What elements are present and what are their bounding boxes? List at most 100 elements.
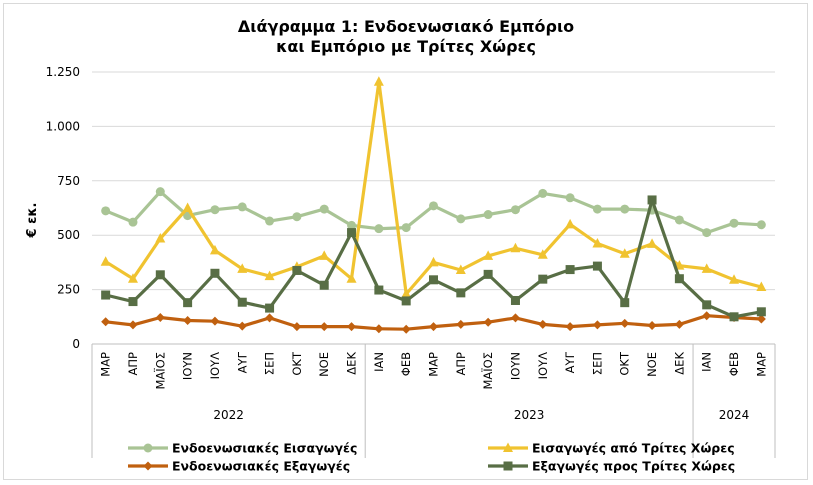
data-point (674, 319, 684, 329)
x-tick-label: ΣΕΠ (263, 352, 277, 375)
data-point (483, 317, 493, 327)
data-point (483, 269, 493, 279)
x-tick-label: ΑΠΡ (454, 352, 468, 376)
data-point (428, 256, 439, 267)
data-point (503, 442, 513, 452)
data-point (429, 201, 438, 211)
x-tick-label: ΝΟΕ (645, 352, 659, 377)
data-point (347, 220, 357, 230)
data-point (319, 280, 329, 290)
data-point (702, 300, 712, 310)
series (101, 311, 766, 334)
data-point (210, 205, 220, 215)
data-point (592, 320, 602, 330)
x-tick-label: ΝΟΕ (317, 352, 331, 377)
data-point (237, 263, 248, 273)
x-tick-label: ΙΟΥΝ (181, 352, 195, 380)
series (100, 76, 767, 298)
y-tick-label: 1.250 (46, 65, 80, 79)
x-tick-label: ΙΑΝ (700, 352, 714, 372)
data-point (729, 312, 739, 322)
data-point (592, 204, 602, 214)
data-point (155, 312, 165, 322)
x-tick-label: ΑΥΓ (235, 351, 249, 373)
data-point (538, 188, 548, 198)
data-point (183, 298, 193, 308)
data-point (374, 285, 384, 295)
data-point (373, 76, 384, 86)
data-point (237, 297, 247, 307)
data-point (429, 322, 438, 332)
data-point (183, 315, 193, 325)
line-chart: Διάγραμμα 1: Ενδοενωσιακό Εμπόριο και Εμ… (25, 17, 776, 474)
data-point (319, 204, 329, 214)
data-point (592, 237, 603, 248)
y-tick-label: 500 (57, 228, 80, 242)
data-point (155, 232, 166, 243)
legend-item: Εισαγωγές από Τρίτες Χώρες (488, 441, 735, 456)
series-group (100, 76, 767, 334)
x-tick-label: ΙΟΥΝ (508, 352, 522, 380)
data-point (565, 322, 575, 332)
data-point (756, 281, 767, 291)
data-point (210, 268, 220, 278)
x-tick-label: ΣΕΠ (590, 352, 604, 375)
data-point (565, 193, 575, 203)
data-point (620, 298, 630, 308)
data-point (346, 273, 357, 283)
data-point (455, 264, 466, 275)
x-tick-label: ΑΠΡ (126, 352, 140, 376)
x-tick-label: ΜΑΡ (754, 352, 768, 377)
x-axis: ΜΑΡ ΑΠΡ ΜΑΪΟΣ ΙΟΥΝ ΙΟΥΛ ΑΥΓ ΣΕΠ ΟΚΤ ΝΟΕ ΔΕΚ ΙΑΝ ΦΕΒ… (91, 344, 776, 458)
data-point (292, 212, 302, 222)
data-point (143, 443, 153, 453)
data-point (619, 248, 630, 258)
data-point (292, 322, 302, 332)
data-point (756, 314, 766, 324)
y-tick-labels: 0 250 500 750 1.000 1.250 (46, 65, 80, 351)
data-point (401, 324, 411, 334)
x-tick-label: ΦΕΒ (727, 352, 741, 376)
data-point (456, 214, 466, 224)
data-point (101, 290, 111, 300)
data-point (756, 307, 766, 317)
y-tick-label: 750 (57, 174, 80, 188)
data-point (237, 321, 247, 331)
data-point (265, 303, 275, 313)
x-tick-label: ΟΚΤ (290, 351, 304, 376)
data-point (756, 220, 766, 230)
legend-label: Ενδοενωσιακές Εξαγωγές (172, 459, 350, 474)
data-point (155, 270, 165, 280)
y-tick-label: 250 (57, 283, 80, 297)
x-tick-label: ΦΕΒ (399, 352, 413, 376)
data-point (729, 274, 740, 284)
y-axis-label: € εκ. (25, 203, 40, 239)
data-point (647, 321, 657, 331)
data-point (209, 244, 220, 255)
data-point (674, 215, 684, 225)
data-point (483, 250, 494, 260)
data-point (565, 218, 576, 229)
data-point (401, 296, 411, 306)
legend-label: Εισαγωγές από Τρίτες Χώρες (532, 441, 735, 456)
x-tick-label: ΔΕΚ (672, 352, 686, 375)
legend-item: Ενδοενωσιακές Εξαγωγές (128, 459, 350, 474)
data-point (674, 274, 684, 284)
year-label: 2022 (213, 408, 244, 422)
x-tick-label: ΙΑΝ (372, 352, 386, 372)
data-point (374, 324, 384, 334)
x-tick-label: ΑΥΓ (563, 351, 577, 373)
data-point (483, 210, 493, 220)
data-point (101, 317, 111, 327)
data-point (429, 275, 438, 285)
chart-title-line-1: Διάγραμμα 1: Ενδοενωσιακό Εμπόριο (238, 17, 574, 36)
y-tick-label: 1.000 (46, 119, 80, 133)
data-point (265, 313, 275, 323)
data-point (401, 288, 412, 298)
x-tick-label: ΙΟΥΛ (536, 352, 550, 379)
data-point (647, 238, 658, 248)
data-point (100, 256, 111, 266)
data-point (565, 265, 575, 275)
data-point (319, 322, 329, 332)
data-point (347, 322, 357, 332)
